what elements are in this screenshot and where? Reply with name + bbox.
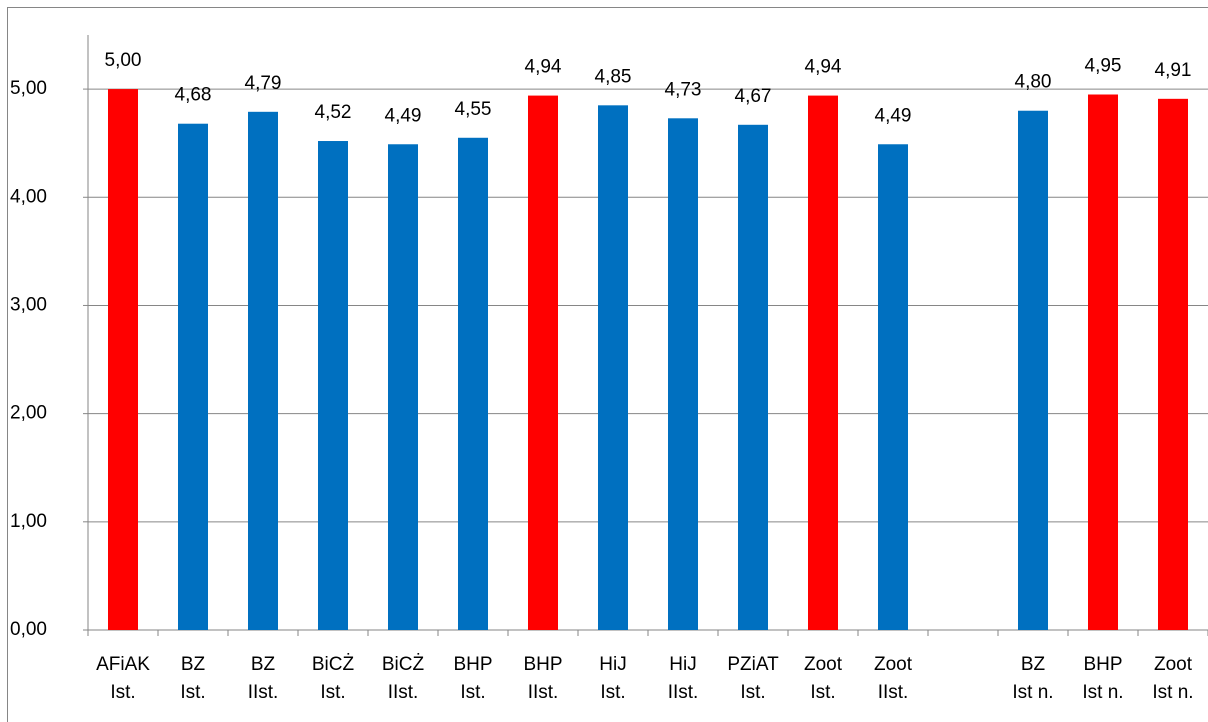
value-label: 4,79 (245, 73, 282, 94)
value-label: 4,85 (595, 66, 632, 87)
value-label: 4,52 (315, 102, 352, 123)
x-tick-label: Ist n. (1012, 682, 1053, 703)
x-tick-label: Ist. (110, 682, 135, 703)
value-label: 5,00 (105, 50, 142, 71)
bar (458, 137, 488, 631)
value-label: 4,67 (735, 86, 772, 107)
y-tick-label: 1,00 (10, 511, 47, 532)
bar (738, 124, 768, 631)
y-tick-label: 3,00 (10, 294, 47, 315)
x-tick-label: Ist. (600, 682, 625, 703)
x-tick-label: PZiAT (727, 654, 779, 675)
y-tick-label: 2,00 (10, 403, 47, 424)
x-tick-label: BZ (1021, 654, 1046, 675)
chart-frame (7, 7, 1208, 722)
x-tick-label: Ist n. (1152, 682, 1193, 703)
x-tick-label: HiJ (669, 654, 696, 675)
x-tick-label: IIst. (528, 682, 559, 703)
bar (248, 111, 278, 631)
value-label: 4,80 (1015, 72, 1052, 93)
bar (1158, 98, 1188, 630)
value-label: 4,73 (665, 79, 702, 100)
x-tick-label: Ist. (740, 682, 765, 703)
x-tick-label: BZ (251, 654, 276, 675)
x-tick-label: Ist. (180, 682, 205, 703)
value-label: 4,91 (1155, 60, 1192, 81)
bar (178, 123, 208, 630)
x-tick-label: BiCŻ (312, 654, 355, 675)
bar (108, 89, 138, 630)
x-tick-label: BHP (453, 654, 492, 675)
value-label: 4,94 (525, 57, 562, 78)
bar (388, 144, 418, 630)
bar (808, 95, 838, 631)
y-tick-label: 0,00 (10, 619, 47, 640)
x-tick-label: Ist. (810, 682, 835, 703)
bar (598, 105, 628, 631)
bar (318, 141, 348, 630)
bar (668, 118, 698, 631)
bar (1018, 110, 1048, 630)
x-tick-label: IIst. (668, 682, 699, 703)
x-tick-label: Zoot (874, 654, 913, 675)
x-tick-label: AFiAK (96, 654, 150, 675)
value-label: 4,55 (455, 99, 492, 120)
y-tick-label: 4,00 (10, 186, 47, 207)
value-label: 4,95 (1085, 56, 1122, 77)
x-tick-label: Zoot (1154, 654, 1193, 675)
x-tick-label: Zoot (804, 654, 843, 675)
x-tick-label: IIst. (388, 682, 419, 703)
x-tick-label: BZ (181, 654, 206, 675)
x-tick-label: IIst. (878, 682, 909, 703)
x-tick-label: Ist. (320, 682, 345, 703)
x-tick-label: IIst. (248, 682, 279, 703)
value-label: 4,49 (875, 105, 912, 126)
bar (1088, 94, 1118, 630)
bar (528, 95, 558, 631)
value-label: 4,68 (175, 85, 212, 106)
x-tick-label: BiCŻ (382, 654, 425, 675)
y-tick-label: 5,00 (10, 78, 47, 99)
x-tick-label: Ist n. (1082, 682, 1123, 703)
value-label: 4,49 (385, 105, 422, 126)
x-tick-label: Ist. (460, 682, 485, 703)
bar (878, 144, 908, 630)
value-label: 4,94 (805, 57, 842, 78)
x-tick-label: BHP (1083, 654, 1122, 675)
x-tick-label: BHP (523, 654, 562, 675)
x-tick-label: HiJ (599, 654, 626, 675)
